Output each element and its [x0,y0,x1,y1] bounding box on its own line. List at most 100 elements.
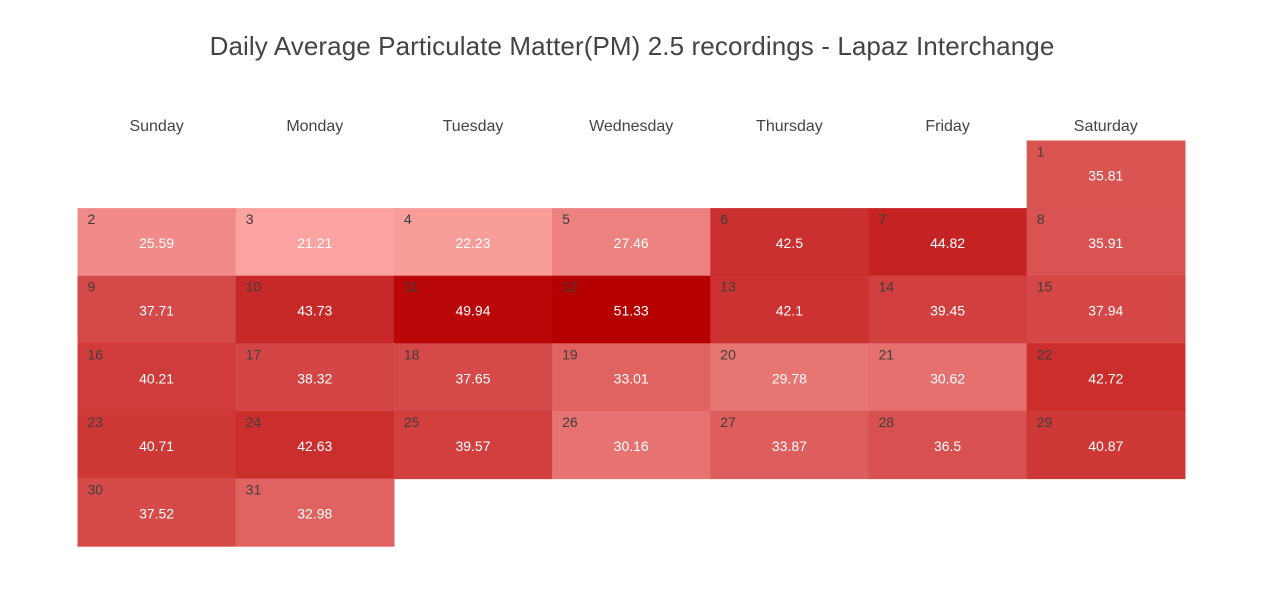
heatmap-cell[interactable]: 321.21 [235,208,395,277]
heatmap-cell-rect [710,275,870,344]
heatmap-cell-rect [1026,208,1186,277]
heatmap-cell[interactable]: 20 29.78 [710,343,870,412]
date-label: 8 [1037,211,1045,227]
value-label: 22.23 [455,235,490,251]
heatmap-cell[interactable]: 18 37.65 [393,343,553,412]
heatmap-cell[interactable]: 24 42.63 [235,410,395,480]
heatmap-cell[interactable]: 22 42.72 [1026,343,1186,412]
heatmap-cell[interactable]: 13 42.1 [710,275,870,344]
heatmap-cell-rect [710,208,870,277]
heatmap-cell[interactable]: 16 40.21 [77,343,237,412]
value-label: 40.21 [139,370,174,386]
value-label: 37.65 [455,370,490,386]
heatmap-cell[interactable]: 15 37.94 [1026,275,1186,344]
heatmap-cell[interactable]: 135.81 [1026,140,1186,209]
heatmap-cell-rect [710,410,870,480]
date-label: 31 [246,482,262,498]
chart-title: Daily Average Particulate Matter(PM) 2.5… [209,31,1055,61]
value-label: 30.16 [614,438,649,454]
heatmap-cell-rect [552,208,711,277]
weekday-header-wednesday: Wednesday [589,118,673,135]
value-label: 39.57 [455,438,490,454]
heatmap-cell[interactable]: 225.59 [77,208,237,277]
value-label: 30.62 [930,370,965,386]
weekday-header-thursday: Thursday [756,118,823,135]
date-label: 12 [562,279,578,295]
date-label: 2 [88,211,96,227]
heatmap-cell-rect [77,208,237,277]
date-label: 20 [720,346,736,362]
heatmap-cell[interactable]: 31 32.98 [235,478,395,547]
value-label: 42.72 [1088,370,1123,386]
heatmap-cell-rect [552,275,711,344]
value-label: 37.52 [139,506,174,522]
heatmap-cell-rect [1026,343,1186,412]
heatmap-cell[interactable]: 744.82 [868,208,1028,277]
heatmap-cell[interactable]: 12 51.33 [552,275,711,344]
date-label: 23 [88,414,104,430]
heatmap-cell-rect [868,410,1028,480]
value-label: 35.81 [1088,168,1123,184]
value-label: 37.94 [1088,303,1123,319]
heatmap-cell-rect [393,208,553,277]
value-label: 43.73 [297,303,332,319]
heatmap-cell-rect [1026,410,1186,480]
value-label: 42.5 [776,235,803,251]
weekday-header-monday: Monday [286,118,343,135]
date-label: 29 [1037,414,1053,430]
heatmap-cell-rect [77,478,237,547]
heatmap-cell[interactable]: 11 49.94 [393,275,553,344]
value-label: 25.59 [139,235,174,251]
heatmap-cell[interactable]: 19 33.01 [552,343,711,412]
date-label: 10 [246,279,262,295]
heatmap-cell-rect [235,410,395,480]
value-label: 44.82 [930,235,965,251]
date-label: 11 [404,279,419,295]
value-label: 29.78 [772,370,807,386]
date-label: 1 [1037,144,1045,160]
heatmap-cell-rect [552,343,711,412]
heatmap-cell-rect [77,410,237,480]
heatmap-cell[interactable]: 14 39.45 [868,275,1028,344]
heatmap-cell[interactable]: 30 37.52 [77,478,237,547]
heatmap-cell[interactable]: 937.71 [77,275,237,344]
date-label: 24 [246,414,262,430]
heatmap-cell[interactable]: 527.46 [552,208,711,277]
heatmap-cell-rect [868,275,1028,344]
heatmap-cell-rect [868,343,1028,412]
date-label: 25 [404,414,420,430]
date-label: 4 [404,211,412,227]
value-label: 42.63 [297,438,332,454]
heatmap-cell-rect [393,343,553,412]
value-label: 32.98 [297,506,332,522]
heatmap-cell[interactable]: 642.5 [710,208,870,277]
value-label: 37.71 [139,303,174,319]
heatmap-cell[interactable]: 17 38.32 [235,343,395,412]
heatmap-cell-rect [77,343,237,412]
heatmap-cell[interactable]: 835.91 [1026,208,1186,277]
value-label: 49.94 [455,303,490,319]
value-label: 35.91 [1088,235,1123,251]
heatmap-cell[interactable]: 27 33.87 [710,410,870,480]
heatmap-cell[interactable]: 10 43.73 [235,275,395,344]
heatmap-cell-rect [235,275,395,344]
heatmap-cell[interactable]: 21 30.62 [868,343,1028,412]
heatmap-cell[interactable]: 422.23 [393,208,553,277]
heatmap-cell[interactable]: 25 39.57 [393,410,553,480]
heatmap-cell[interactable]: 28 36.5 [868,410,1028,480]
heatmap-cell-rect [552,410,711,480]
weekday-header-sunday: Sunday [129,118,183,135]
date-label: 18 [404,346,420,362]
heatmap-cell-rect [393,410,553,480]
date-label: 26 [562,414,578,430]
value-label: 21.21 [297,235,332,251]
heatmap-cell[interactable]: 23 40.71 [77,410,237,480]
heatmap-cell[interactable]: 26 30.16 [552,410,711,480]
heatmap-cell-rect [710,343,870,412]
heatmap-cell-rect [235,343,395,412]
value-label: 42.1 [776,303,803,319]
heatmap-cell[interactable]: 29 40.87 [1026,410,1186,480]
date-label: 17 [246,346,262,362]
value-label: 39.45 [930,303,965,319]
